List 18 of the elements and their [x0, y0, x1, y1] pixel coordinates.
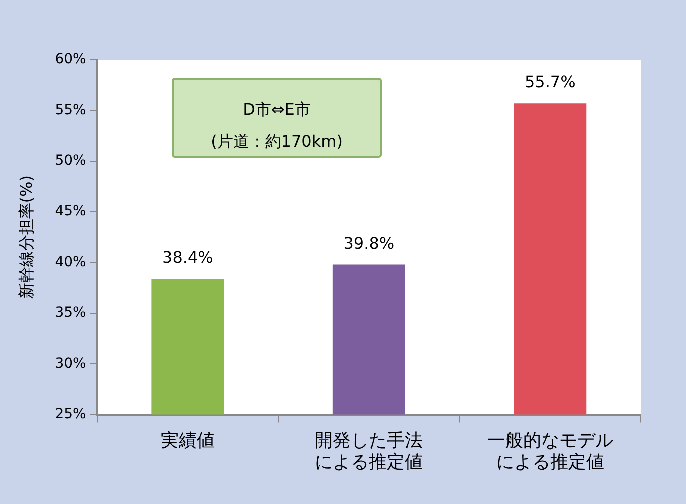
y-axis-title: 新幹線分担率(%)	[16, 176, 36, 300]
y-tick-label: 60%	[55, 52, 86, 68]
annotation: (片道：約170km)	[210, 131, 344, 153]
y-tick-label: 30%	[55, 356, 86, 372]
x-tick-label: 実績値	[160, 430, 215, 452]
y-tick-label: 35%	[55, 305, 86, 322]
x-tick-label: 一般的なモデルによる推定値	[487, 430, 614, 473]
data-label: 39.8%	[344, 234, 395, 253]
y-tick-label: 25%	[55, 406, 86, 422]
text-box: D市⇔E市 (片道：約170km)	[172, 78, 382, 158]
y-tick-label: 50%	[55, 153, 86, 170]
y-tick-label: 40%	[55, 254, 86, 270]
y-tick-label: 45%	[55, 204, 86, 220]
data-label: 38.4%	[162, 248, 214, 268]
x-tick-label: 開発した手法による推定値	[315, 430, 424, 473]
y-tick-label: 55%	[55, 102, 86, 118]
annotation: D市⇔E市	[242, 99, 312, 121]
data-label: 55.7%	[524, 72, 576, 92]
